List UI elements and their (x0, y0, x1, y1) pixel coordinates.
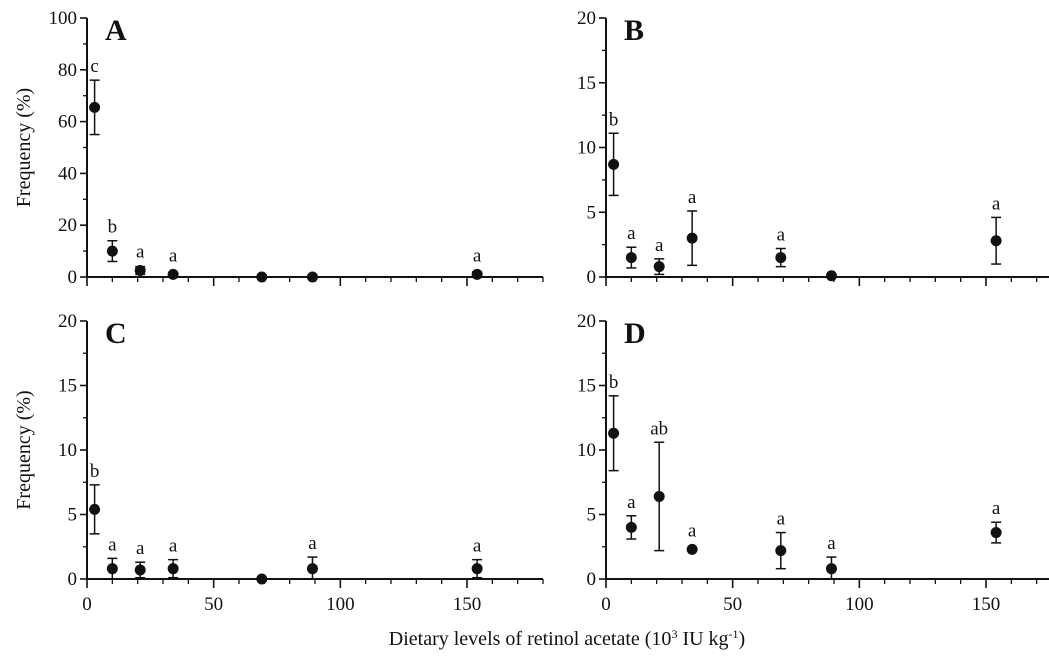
significance-label: b (609, 109, 619, 130)
y-tick-label: 20 (577, 311, 596, 332)
significance-label: ab (650, 418, 668, 439)
panel-d: 0 5 10 15 20 0 50 100 150 Db a ab a a a a (577, 311, 1049, 615)
data-point (608, 427, 620, 439)
significance-label: a (827, 533, 836, 554)
panel-letter: B (624, 14, 644, 47)
data-point (256, 271, 268, 283)
significance-label: b (108, 217, 118, 238)
data-point (134, 265, 146, 277)
data-point (990, 235, 1002, 247)
significance-label: a (473, 245, 482, 266)
significance-label: a (777, 225, 786, 246)
data-point (167, 563, 179, 575)
y-tick-label: 5 (587, 505, 597, 526)
y-tick-label: 20 (58, 215, 77, 236)
data-point (825, 563, 837, 575)
y-tick-label: 10 (58, 440, 77, 461)
significance-label: a (655, 235, 664, 256)
x-tick-label: 100 (845, 594, 874, 615)
y-tick-label: 20 (577, 8, 596, 29)
y-axis-label: Frequency (%) (13, 390, 35, 509)
data-point (471, 563, 483, 575)
y-tick-label: 80 (58, 60, 77, 81)
data-point (625, 252, 637, 264)
y-tick-label: 20 (58, 311, 77, 332)
data-point (653, 261, 665, 273)
y-tick-label: 0 (587, 267, 597, 288)
y-tick-label: 5 (68, 505, 78, 526)
data-point (686, 543, 698, 555)
y-tick-label: 15 (577, 376, 596, 397)
x-axis-label: Dietary levels of retinol acetate (103 I… (389, 627, 745, 650)
x-tick-label: 50 (723, 594, 742, 615)
significance-label: a (992, 498, 1001, 519)
data-point (167, 268, 179, 280)
significance-label: a (688, 187, 697, 208)
x-tick-label: 150 (972, 594, 1001, 615)
data-point (256, 573, 268, 585)
y-tick-label: 15 (577, 73, 596, 94)
data-point (686, 232, 698, 244)
x-axis-label-end: ) (739, 628, 746, 650)
significance-label: a (308, 533, 317, 554)
data-point (106, 245, 118, 257)
significance-label: a (136, 242, 145, 263)
y-tick-label: 0 (68, 569, 78, 590)
data-point (471, 268, 483, 280)
data-point (306, 271, 318, 283)
y-tick-label: 100 (49, 8, 78, 29)
significance-label: b (90, 461, 100, 482)
significance-label: c (90, 56, 98, 77)
y-tick-label: 60 (58, 112, 77, 133)
panel-letter: D (624, 317, 646, 350)
x-tick-label: 50 (204, 594, 223, 615)
x-axis-label-main: Dietary levels of retinol acetate (10 (389, 628, 672, 650)
significance-label: a (169, 245, 178, 266)
y-tick-label: 0 (587, 569, 597, 590)
significance-label: b (609, 372, 619, 393)
data-point (608, 158, 620, 170)
data-point (306, 563, 318, 575)
y-tick-label: 10 (577, 138, 596, 159)
x-tick-label: 0 (601, 594, 611, 615)
data-point (653, 490, 665, 502)
data-point (106, 563, 118, 575)
panel-letter: A (105, 14, 127, 47)
data-point (134, 564, 146, 576)
data-point (625, 521, 637, 533)
data-point (990, 527, 1002, 539)
significance-label: a (169, 536, 178, 557)
x-axis-label-sup1: 3 (671, 627, 677, 641)
x-tick-label: 150 (453, 594, 482, 615)
data-point (825, 270, 837, 282)
x-tick-label: 0 (82, 594, 92, 615)
significance-label: a (777, 509, 786, 530)
panel-letter: C (105, 317, 127, 350)
significance-label: a (688, 520, 697, 541)
y-tick-label: 5 (587, 202, 597, 223)
significance-label: a (473, 536, 482, 557)
data-point (775, 252, 787, 264)
significance-label: a (992, 193, 1001, 214)
y-tick-label: 0 (68, 267, 78, 288)
data-point (775, 545, 787, 557)
data-point (89, 503, 101, 515)
x-axis-label-sup2: -1 (729, 627, 739, 641)
data-point (89, 101, 101, 113)
significance-label: a (627, 492, 636, 513)
x-tick-label: 100 (326, 594, 355, 615)
y-axis-label: Frequency (%) (13, 88, 35, 207)
significance-label: a (108, 534, 117, 555)
significance-label: a (136, 538, 145, 559)
x-axis-label-mid: IU kg (677, 628, 728, 650)
y-tick-label: 15 (58, 376, 77, 397)
y-tick-label: 10 (577, 440, 596, 461)
significance-label: a (627, 223, 636, 244)
y-tick-label: 40 (58, 163, 77, 184)
